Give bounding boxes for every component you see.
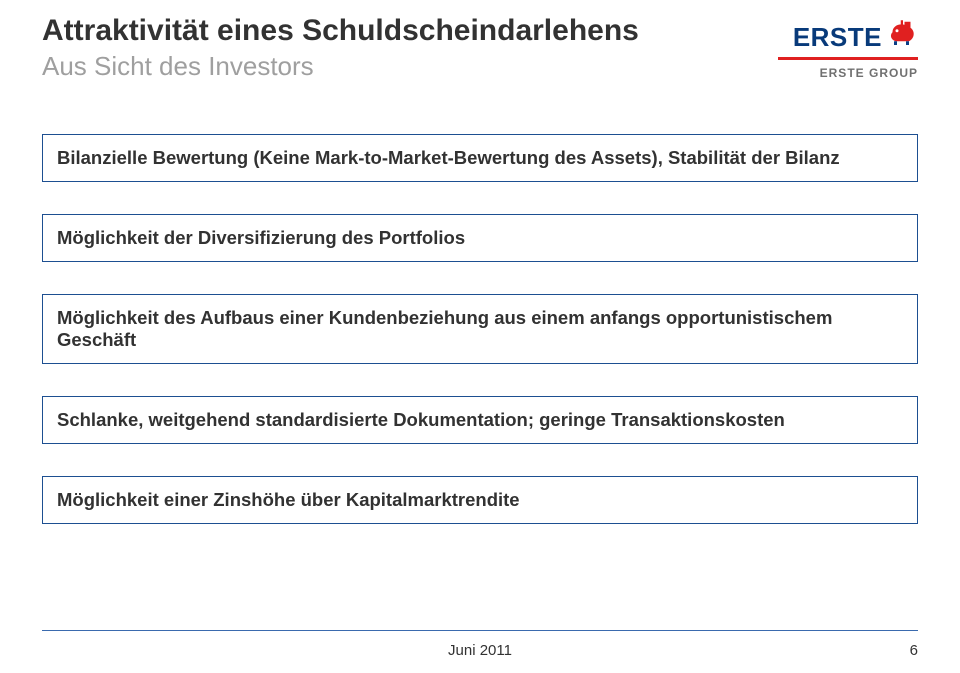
info-box: Möglichkeit einer Zinshöhe über Kapitalm… — [42, 476, 918, 524]
savings-s-icon — [888, 20, 918, 51]
logo-text: ERSTE — [793, 22, 882, 53]
footer-page-number: 6 — [910, 642, 918, 659]
logo-subtext: ERSTE GROUP — [820, 66, 918, 80]
box-text: Schlanke, weitgehend standardisierte Dok… — [57, 409, 785, 430]
slide-subtitle: Aus Sicht des Investors — [42, 51, 778, 82]
box-text: Möglichkeit der Diversifizierung des Por… — [57, 227, 465, 248]
info-box: Möglichkeit des Aufbaus einer Kundenbezi… — [42, 294, 918, 364]
info-box: Möglichkeit der Diversifizierung des Por… — [42, 214, 918, 262]
logo-underline — [778, 57, 918, 60]
logo-row: ERSTE — [793, 20, 918, 53]
title-block: Attraktivität eines Schuldscheindarlehen… — [42, 14, 778, 82]
box-text: Möglichkeit des Aufbaus einer Kundenbezi… — [57, 307, 832, 350]
content-boxes: Bilanzielle Bewertung (Keine Mark-to-Mar… — [42, 134, 918, 524]
info-box: Schlanke, weitgehend standardisierte Dok… — [42, 396, 918, 444]
box-text: Möglichkeit einer Zinshöhe über Kapitalm… — [57, 489, 520, 510]
logo: ERSTE ERSTE GROUP — [778, 14, 918, 80]
footer-divider — [42, 630, 918, 631]
slide: Attraktivität eines Schuldscheindarlehen… — [0, 0, 960, 673]
box-text: Bilanzielle Bewertung (Keine Mark-to-Mar… — [57, 147, 840, 168]
slide-title: Attraktivität eines Schuldscheindarlehen… — [42, 14, 778, 49]
footer-date: Juni 2011 — [0, 642, 960, 659]
info-box: Bilanzielle Bewertung (Keine Mark-to-Mar… — [42, 134, 918, 182]
header: Attraktivität eines Schuldscheindarlehen… — [42, 14, 918, 82]
